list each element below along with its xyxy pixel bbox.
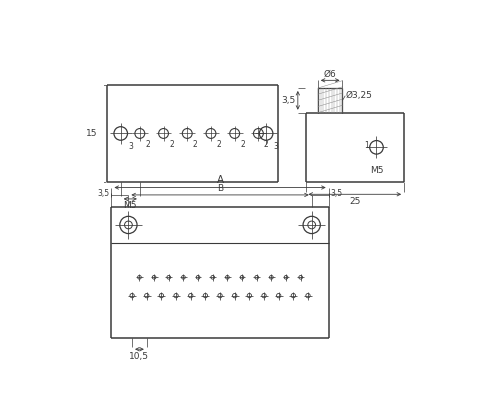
Text: 3,5: 3,5: [282, 96, 296, 105]
Text: 10,5: 10,5: [129, 352, 149, 361]
Text: 2: 2: [145, 140, 150, 149]
Text: B: B: [217, 184, 223, 193]
Text: 2: 2: [240, 140, 245, 149]
Text: 15: 15: [86, 129, 98, 138]
Text: 2: 2: [216, 140, 221, 149]
Text: Ø3,25: Ø3,25: [346, 91, 372, 100]
Text: 2: 2: [169, 140, 174, 149]
Text: 3: 3: [128, 142, 133, 151]
Text: M5: M5: [370, 166, 383, 175]
Text: 1: 1: [364, 141, 369, 150]
Text: Ø6: Ø6: [324, 70, 337, 78]
Text: 25: 25: [349, 197, 361, 206]
Text: 3,5: 3,5: [98, 190, 110, 198]
Text: A: A: [216, 175, 224, 185]
Text: M5: M5: [124, 201, 137, 210]
Text: 3,5: 3,5: [330, 190, 343, 198]
Text: 3: 3: [274, 142, 278, 151]
Text: 2: 2: [193, 140, 198, 149]
Text: 2: 2: [264, 140, 269, 149]
